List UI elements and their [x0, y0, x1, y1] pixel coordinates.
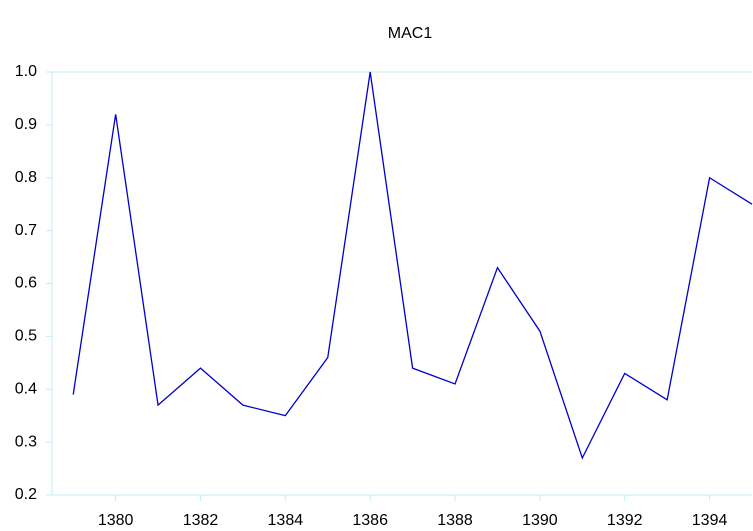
x-tick-label: 1380: [98, 512, 134, 529]
x-tick-label: 1390: [522, 512, 558, 529]
x-tick-label: 1386: [352, 512, 388, 529]
y-tick-label: 1.0: [15, 63, 37, 80]
y-tick-label: 0.2: [15, 486, 37, 503]
line-series: [72, 71, 753, 460]
y-tick-label: 0.7: [15, 222, 37, 239]
y-tick-label: 0.5: [15, 328, 37, 345]
y-tick-label: 0.4: [15, 380, 37, 397]
y-tick-label: 0.3: [15, 433, 37, 450]
chart-title: MAC1: [388, 25, 433, 42]
y-tick-label: 0.6: [15, 275, 37, 292]
y-tick-label: 0.9: [15, 116, 37, 133]
x-tick-label: 1384: [268, 512, 304, 529]
y-tick-label: 0.8: [15, 169, 37, 186]
x-tick-label: 1388: [437, 512, 473, 529]
x-tick-label: 1382: [183, 512, 219, 529]
x-tick-label: 1392: [607, 512, 643, 529]
x-tick-label: 1394: [692, 512, 728, 529]
